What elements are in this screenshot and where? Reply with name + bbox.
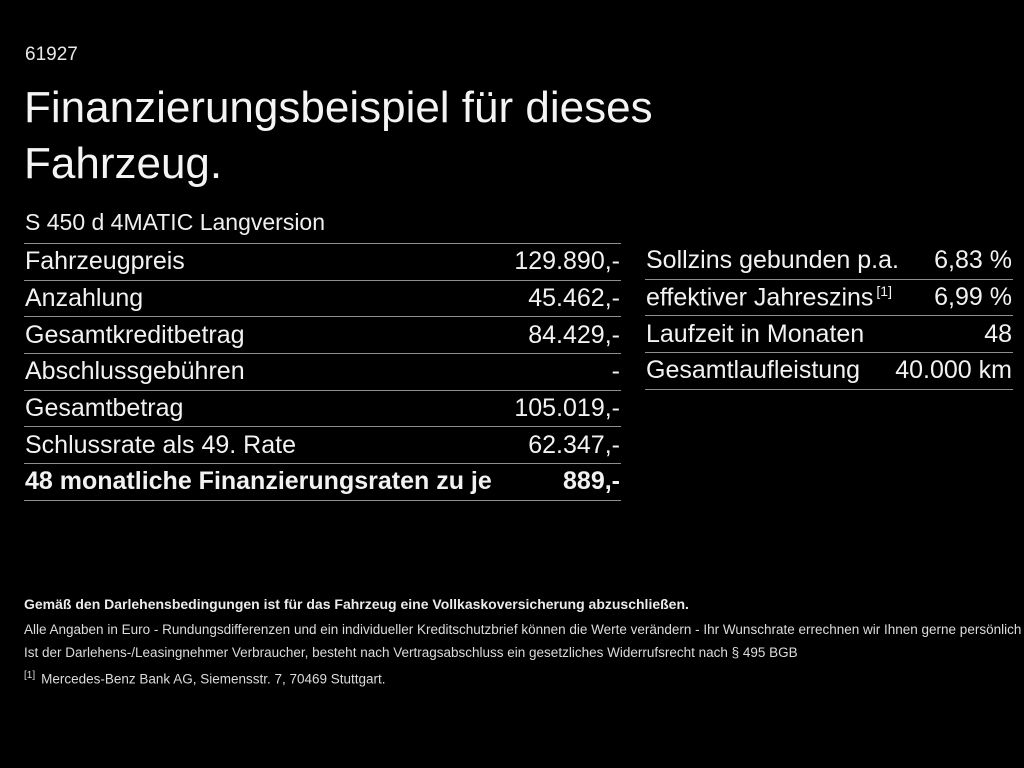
table-row: Fahrzeugpreis 129.890,- — [24, 244, 621, 281]
row-value: 40.000 km — [895, 356, 1012, 385]
bank-footnote: [1] Mercedes-Benz Bank AG, Siemensstr. 7,… — [24, 670, 1004, 687]
table-row: Schlussrate als 49. Rate 62.347,- — [24, 427, 621, 465]
row-value: 6,83 % — [934, 246, 1012, 275]
footnote-marker: [1] — [24, 670, 36, 681]
row-label: Gesamtbetrag — [25, 394, 184, 423]
row-value: 84.429,- — [528, 320, 620, 349]
conditions-table: Sollzins gebunden p.a. 6,83 % effektiver… — [645, 243, 1013, 390]
row-value: - — [611, 357, 620, 386]
row-value: 48 — [984, 319, 1012, 348]
table-row: effektiver Jahreszins [1] 6,99 % — [645, 280, 1013, 317]
doc-number: 61927 — [25, 44, 78, 65]
disclaimer-note-2: Ist der Darlehens-/Leasingnehmer Verbrau… — [24, 645, 798, 660]
vehicle-model: S 450 d 4MATIC Langversion — [25, 209, 326, 235]
table-row: Sollzins gebunden p.a. 6,83 % — [645, 243, 1013, 280]
row-value: 889,- — [563, 467, 620, 496]
row-label: Sollzins gebunden p.a. — [646, 246, 899, 275]
insurance-note: Gemäß den Darlehensbedingungen ist für d… — [24, 596, 689, 612]
table-row: Laufzeit in Monaten 48 — [645, 316, 1013, 354]
footnote-text: Mercedes-Benz Bank AG, Siemensstr. 7, 70… — [41, 671, 386, 687]
row-value: 6,99 % — [934, 283, 1012, 312]
table-row: Gesamtbetrag 105.019,- — [24, 391, 621, 428]
row-value: 45.462,- — [528, 284, 620, 313]
finance-table: Fahrzeugpreis 129.890,- Anzahlung 45.462… — [24, 243, 621, 501]
row-label: Abschlussgebühren — [25, 357, 245, 386]
table-row: Gesamtlaufleistung 40.000 km — [645, 353, 1013, 390]
disclaimer-note-1: Alle Angaben in Euro - Rundungsdifferenz… — [24, 622, 1022, 637]
row-label: Laufzeit in Monaten — [646, 319, 865, 348]
page-title: Finanzierungsbeispiel für dieses Fahrzeu… — [24, 80, 653, 192]
row-value: 62.347,- — [528, 430, 620, 459]
footnote-ref: [1] — [876, 282, 892, 299]
table-row: Anzahlung 45.462,- — [24, 281, 621, 318]
row-label: effektiver Jahreszins [1] — [646, 283, 892, 312]
page-title-line1: Finanzierungsbeispiel für dieses — [24, 83, 653, 132]
row-label-text: effektiver Jahreszins — [646, 283, 874, 312]
table-row: Abschlussgebühren - — [24, 354, 621, 391]
row-label: Gesamtkreditbetrag — [25, 320, 245, 349]
row-label: 48 monatliche Finanzierungsraten zu je — [25, 467, 492, 496]
row-value: 129.890,- — [514, 247, 620, 276]
row-label: Anzahlung — [25, 284, 144, 313]
row-label: Fahrzeugpreis — [25, 247, 185, 276]
page-title-line2: Fahrzeug. — [24, 139, 223, 188]
table-row-monthly-rate: 48 monatliche Finanzierungsraten zu je 8… — [24, 464, 621, 501]
table-row: Gesamtkreditbetrag 84.429,- — [24, 317, 621, 355]
row-label: Gesamtlaufleistung — [646, 356, 861, 385]
row-label: Schlussrate als 49. Rate — [25, 430, 296, 459]
row-value: 105.019,- — [514, 394, 620, 423]
